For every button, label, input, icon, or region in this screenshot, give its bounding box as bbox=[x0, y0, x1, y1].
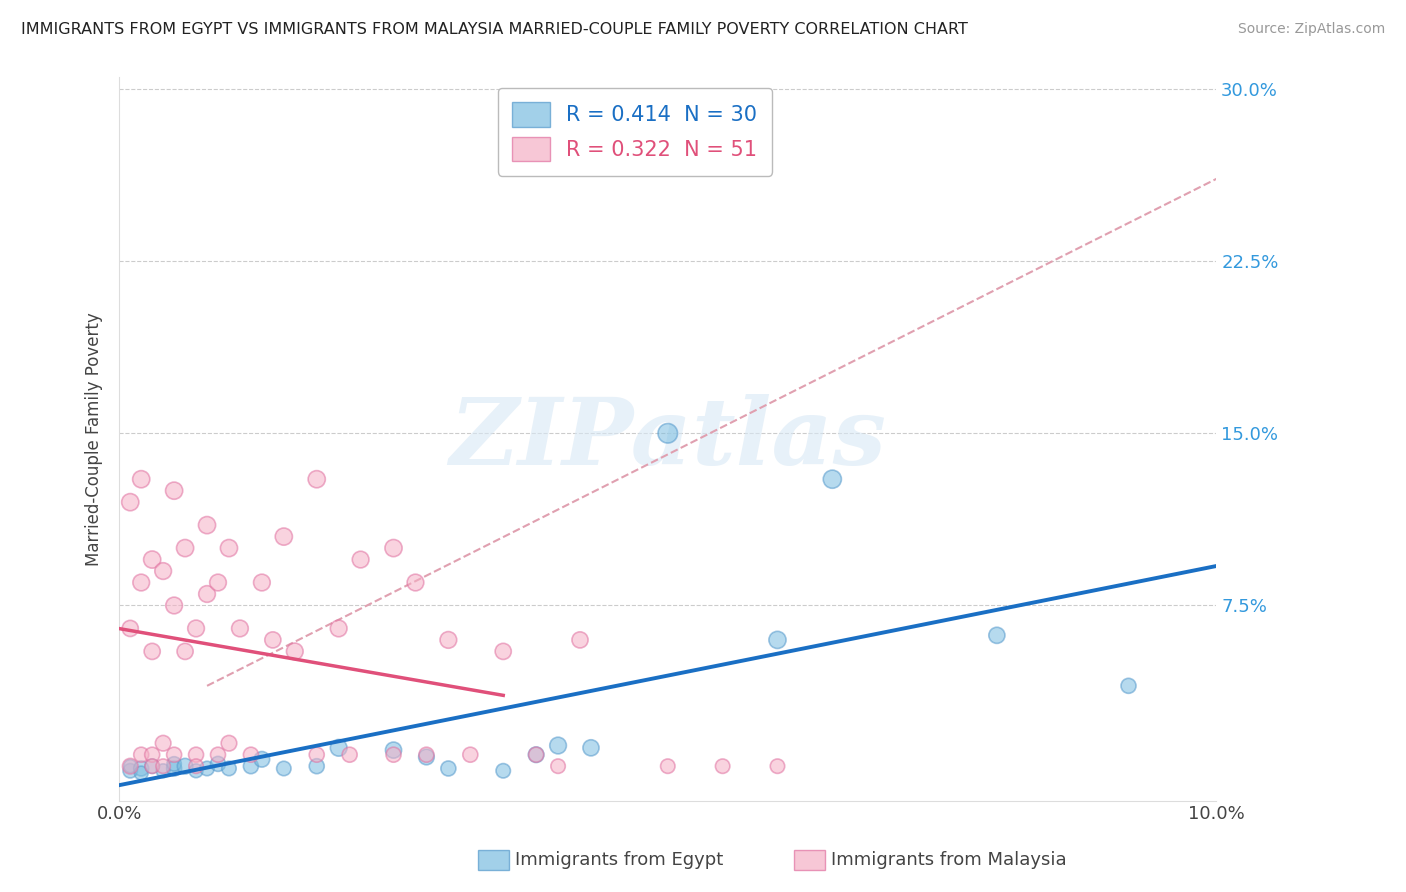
Point bbox=[195, 518, 218, 533]
Point bbox=[163, 762, 186, 776]
Point bbox=[437, 632, 460, 647]
Point bbox=[437, 762, 460, 776]
Point bbox=[524, 747, 547, 762]
Point bbox=[207, 747, 229, 762]
Point bbox=[339, 747, 361, 762]
Y-axis label: Married-Couple Family Poverty: Married-Couple Family Poverty bbox=[86, 312, 103, 566]
Point bbox=[141, 759, 163, 773]
Point bbox=[129, 762, 152, 776]
Point bbox=[460, 747, 482, 762]
Point bbox=[129, 472, 152, 486]
Point bbox=[120, 759, 142, 773]
Point bbox=[250, 575, 273, 590]
Point bbox=[657, 759, 679, 773]
Point bbox=[184, 747, 207, 762]
Point bbox=[382, 743, 405, 757]
Point bbox=[657, 426, 679, 441]
Point bbox=[141, 747, 163, 762]
Point bbox=[163, 747, 186, 762]
Point bbox=[195, 587, 218, 601]
Point bbox=[305, 747, 328, 762]
Point bbox=[524, 747, 547, 762]
Point bbox=[129, 575, 152, 590]
Point bbox=[163, 599, 186, 613]
Point bbox=[141, 552, 163, 566]
Point bbox=[492, 644, 515, 658]
Text: Source: ZipAtlas.com: Source: ZipAtlas.com bbox=[1237, 22, 1385, 37]
Point bbox=[262, 632, 284, 647]
Text: Immigrants from Malaysia: Immigrants from Malaysia bbox=[831, 851, 1067, 869]
Point bbox=[766, 632, 789, 647]
Point bbox=[821, 472, 844, 486]
Point bbox=[152, 764, 174, 778]
Point bbox=[986, 628, 1008, 642]
Point bbox=[250, 752, 273, 766]
Point bbox=[404, 575, 426, 590]
Point bbox=[184, 764, 207, 778]
Point bbox=[569, 632, 592, 647]
Point bbox=[547, 759, 569, 773]
Point bbox=[207, 575, 229, 590]
Point bbox=[120, 764, 142, 778]
Point bbox=[273, 530, 295, 544]
Text: IMMIGRANTS FROM EGYPT VS IMMIGRANTS FROM MALAYSIA MARRIED-COUPLE FAMILY POVERTY : IMMIGRANTS FROM EGYPT VS IMMIGRANTS FROM… bbox=[21, 22, 967, 37]
Point bbox=[415, 747, 437, 762]
Point bbox=[305, 759, 328, 773]
Point bbox=[229, 622, 252, 636]
Point bbox=[349, 552, 371, 566]
Point bbox=[120, 495, 142, 509]
Point bbox=[184, 759, 207, 773]
Point bbox=[129, 766, 152, 780]
Point bbox=[766, 759, 789, 773]
Point bbox=[218, 541, 240, 555]
Point bbox=[152, 736, 174, 750]
Point bbox=[152, 564, 174, 578]
Point bbox=[284, 644, 307, 658]
Point bbox=[547, 739, 569, 753]
Point bbox=[184, 622, 207, 636]
Point bbox=[120, 759, 142, 773]
Point bbox=[328, 740, 350, 755]
Point bbox=[141, 644, 163, 658]
Point bbox=[141, 759, 163, 773]
Point bbox=[711, 759, 734, 773]
Point bbox=[218, 762, 240, 776]
Point bbox=[163, 483, 186, 498]
Point bbox=[120, 622, 142, 636]
Point bbox=[382, 541, 405, 555]
Point bbox=[195, 762, 218, 776]
Point bbox=[305, 472, 328, 486]
Point bbox=[579, 740, 602, 755]
Text: ZIPatlas: ZIPatlas bbox=[450, 394, 886, 484]
Point bbox=[129, 747, 152, 762]
Point bbox=[239, 759, 262, 773]
Point bbox=[174, 759, 197, 773]
Point bbox=[415, 750, 437, 764]
Point bbox=[174, 541, 197, 555]
Point bbox=[382, 747, 405, 762]
Point bbox=[152, 759, 174, 773]
Point bbox=[328, 622, 350, 636]
Point bbox=[163, 756, 186, 771]
Point bbox=[207, 756, 229, 771]
Text: Immigrants from Egypt: Immigrants from Egypt bbox=[515, 851, 723, 869]
Point bbox=[218, 736, 240, 750]
Point bbox=[174, 644, 197, 658]
Point bbox=[273, 762, 295, 776]
Legend: R = 0.414  N = 30, R = 0.322  N = 51: R = 0.414 N = 30, R = 0.322 N = 51 bbox=[498, 87, 772, 176]
Point bbox=[1118, 679, 1140, 693]
Point bbox=[492, 764, 515, 778]
Point bbox=[239, 747, 262, 762]
